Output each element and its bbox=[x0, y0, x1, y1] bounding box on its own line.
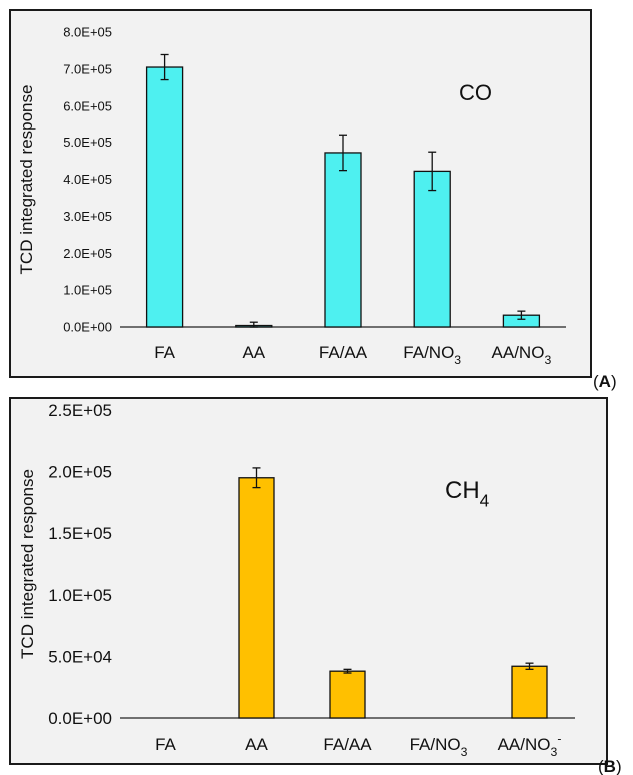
y-tick-label: 2.0E+05 bbox=[63, 246, 112, 261]
bar bbox=[324, 152, 362, 328]
y-tick-label: 0.0E+00 bbox=[63, 320, 112, 335]
y-tick-label: 0.0E+00 bbox=[48, 709, 112, 728]
chart-panel-a: 0.0E+00 1.0E+05 2.0E+05 3.0E+05 4.0E+05 5.0E+… bbox=[9, 9, 617, 391]
panel-label: (B) bbox=[598, 757, 622, 775]
x-tick-label: AA bbox=[245, 735, 268, 754]
x-tick-label: AA/NO3- bbox=[498, 731, 562, 759]
bar bbox=[238, 477, 275, 719]
y-tick-label: 7.0E+05 bbox=[63, 61, 112, 76]
y-tick-label: 1.0E+05 bbox=[48, 586, 112, 605]
y-axis-title: TCD integrated response bbox=[18, 469, 37, 659]
y-axis-title: TCD integrated response bbox=[17, 85, 36, 275]
panel-label: (A) bbox=[593, 372, 617, 391]
y-tick-label: 3.0E+05 bbox=[63, 209, 112, 224]
gas-annotation: CO bbox=[459, 80, 492, 105]
y-tick-label: 5.0E+05 bbox=[63, 135, 112, 150]
x-tick-label: AA bbox=[242, 343, 265, 362]
y-tick-label: 8.0E+05 bbox=[63, 25, 112, 40]
x-tick-label: FA/AA bbox=[319, 343, 368, 362]
gas-annotation: CH4 bbox=[445, 477, 490, 510]
bar bbox=[329, 670, 366, 719]
bar bbox=[145, 66, 184, 328]
x-tick-label: FA/NO3 bbox=[403, 343, 461, 367]
panel-frame bbox=[9, 9, 592, 378]
y-tick-label: 5.0E+04 bbox=[48, 647, 112, 666]
y-tick-label: 1.0E+05 bbox=[63, 283, 112, 298]
y-tick-label: 4.0E+05 bbox=[63, 172, 112, 187]
y-tick-label: 2.0E+05 bbox=[48, 463, 112, 482]
y-tick-label: 1.5E+05 bbox=[48, 524, 112, 543]
panel-frame bbox=[9, 397, 608, 765]
y-tick-label: 6.0E+05 bbox=[63, 98, 112, 113]
x-tick-label: FA/AA bbox=[323, 735, 372, 754]
bar bbox=[511, 665, 548, 719]
x-tick-label: AA/NO3 bbox=[492, 343, 552, 367]
x-tick-label: FA bbox=[154, 343, 175, 362]
x-tick-label: FA/NO3 bbox=[410, 735, 468, 759]
bar bbox=[413, 170, 451, 328]
x-tick-label: FA bbox=[155, 735, 176, 754]
y-tick-label: 2.5E+05 bbox=[48, 401, 112, 420]
chart-panel-b: 0.0E+00 5.0E+04 1.0E+05 1.5E+05 2.0E+05 2.5E+… bbox=[9, 397, 622, 775]
